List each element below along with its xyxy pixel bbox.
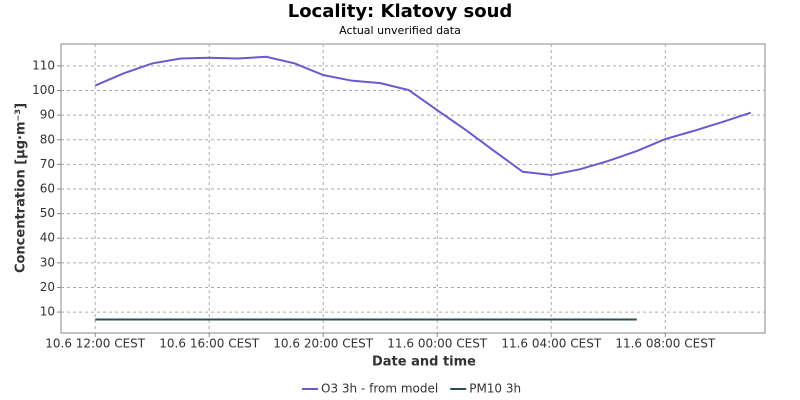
y-tick-label: 20: [40, 280, 55, 294]
y-tick-label: 50: [40, 206, 55, 220]
y-tick-label: 100: [32, 83, 55, 97]
y-tick-label: 90: [40, 108, 55, 122]
x-tick-label: 10.6 20:00 CEST: [273, 337, 374, 351]
plot-area: [60, 43, 766, 334]
x-tick-label: 10.6 16:00 CEST: [159, 337, 260, 351]
legend-label: PM10 3h: [469, 382, 521, 396]
chart-title: Locality: Klatovy soud: [288, 1, 513, 22]
y-tick-label: 10: [40, 305, 55, 319]
x-axis-label: Date and time: [372, 355, 476, 370]
legend-label: O3 3h - from model: [321, 382, 438, 396]
y-tick-label: 60: [40, 181, 55, 195]
y-tick-label: 80: [40, 132, 55, 146]
y-tick-label: 40: [40, 231, 55, 245]
y-tick-label: 30: [40, 255, 55, 269]
line: [94, 55, 752, 176]
chart-subtitle: Actual unverified data: [339, 24, 461, 37]
x-tick-label: 11.6 04:00 CEST: [501, 337, 602, 351]
y-tick-label: 110: [32, 58, 55, 72]
x-tick-label: 11.6 08:00 CEST: [615, 337, 716, 351]
y-axis-label: Concentration [µg·m⁻³]: [14, 103, 29, 273]
x-tick-label: 10.6 12:00 CEST: [45, 337, 146, 351]
x-tick-label: 11.6 00:00 CEST: [387, 337, 488, 351]
y-tick-label: 70: [40, 157, 55, 171]
